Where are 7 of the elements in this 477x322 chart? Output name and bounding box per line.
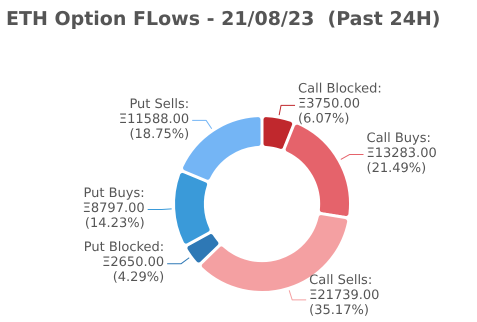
slice-label: Put Sells: Ξ11588.00 (18.75%) (118, 96, 190, 142)
slice-label: Call Blocked: Ξ3750.00 (6.07%) (298, 82, 382, 127)
chart-title: ETH Option FLows - 21/08/23 (Past 24H) (6, 8, 440, 30)
slice-label: Call Sells: Ξ21739.00 (35.17%) (309, 272, 380, 318)
slice-label: Put Blocked: Ξ2650.00 (4.29%) (84, 240, 164, 286)
slice-label: Put Buys: Ξ8797.00 (14.23%) (82, 186, 145, 231)
slice-label: Call Buys: Ξ13283.00 (21.49%) (366, 130, 437, 176)
